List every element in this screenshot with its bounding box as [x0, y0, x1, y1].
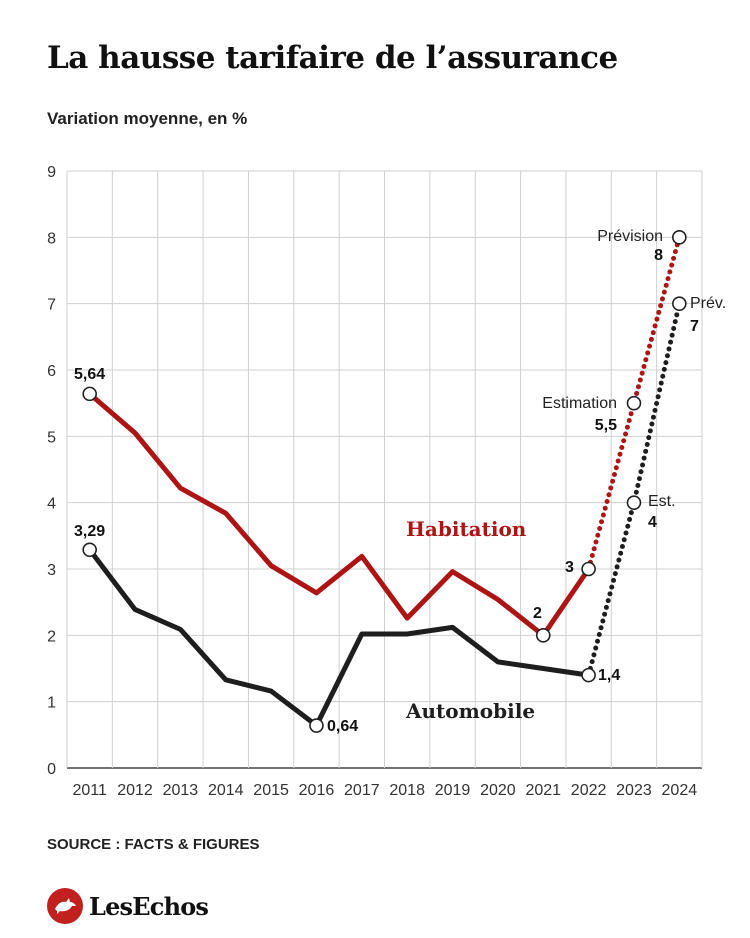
annotation-prevision: Prévision	[597, 228, 663, 245]
series-line-habitation	[87, 391, 592, 638]
annotation-automobile-2023: 4	[648, 514, 657, 531]
y-tick-label: 4	[47, 496, 56, 513]
annotation-prev: Prév.	[690, 295, 726, 312]
x-axis-tick-labels: 2011 2012 2013 2014 2015 2016 2017 2018 2019 2020…	[72, 782, 697, 799]
logo-text: LesEchos	[89, 891, 209, 921]
annotation-habitation-2024: 8	[654, 247, 663, 264]
annotation-habitation-2020: 2	[533, 605, 542, 622]
series-projection-habitation	[586, 234, 682, 572]
data-point-habitation-2023	[626, 395, 642, 411]
x-tick-label: 2012	[117, 782, 153, 799]
x-tick-label: 2016	[299, 782, 335, 799]
data-point-habitation-2011	[82, 386, 97, 402]
y-tick-label: 0	[47, 761, 56, 778]
annotation-est: Est.	[648, 493, 676, 510]
annotation-habitation-2023: 5,5	[595, 417, 617, 434]
data-point-automobile-2011	[82, 542, 97, 558]
y-tick-label: 6	[47, 363, 56, 380]
data-point-habitation-2024	[672, 230, 687, 245]
data-point-automobile-2022	[581, 667, 596, 683]
x-tick-label: 2015	[253, 782, 289, 799]
annotation-habitation-2022: 3	[565, 559, 574, 576]
source-note: SOURCE : FACTS & FIGURES	[47, 836, 260, 853]
x-tick-label: 2011	[72, 782, 107, 799]
annotation-automobile-2011: 3,29	[74, 523, 105, 540]
annotation-estimation: Estimation	[542, 395, 617, 412]
data-point-automobile-2016	[309, 718, 324, 733]
y-tick-label: 8	[47, 230, 56, 247]
y-tick-label: 5	[47, 429, 56, 446]
gridlines	[66, 170, 703, 769]
annotation-automobile-2022: 1,4	[598, 667, 620, 684]
x-tick-label: 2024	[662, 782, 698, 799]
y-tick-label: 1	[47, 695, 56, 712]
x-tick-label: 2020	[480, 782, 516, 799]
x-tick-label: 2019	[435, 782, 471, 799]
data-point-automobile-2023	[626, 495, 642, 510]
series-lines	[87, 234, 682, 729]
series-label-automobile: Automobile	[405, 699, 535, 723]
x-tick-label: 2021	[525, 782, 561, 799]
annotation-habitation-2011: 5,64	[74, 366, 105, 383]
x-tick-label: 2023	[616, 782, 652, 799]
series-label-habitation: Habitation	[406, 517, 527, 541]
x-tick-label: 2014	[208, 782, 244, 799]
x-tick-label: 2017	[344, 782, 380, 799]
series-line-automobile	[87, 547, 592, 729]
y-tick-label: 7	[47, 297, 56, 314]
rooster-icon	[47, 888, 83, 924]
x-tick-label: 2022	[571, 782, 607, 799]
data-point-automobile-2024	[672, 296, 687, 311]
x-tick-label: 2013	[163, 782, 199, 799]
data-point-habitation-2022	[581, 561, 596, 577]
x-tick-label: 2018	[389, 782, 425, 799]
chart-subtitle: Variation moyenne, en %	[47, 109, 248, 128]
les-echos-logo: LesEchos	[47, 888, 209, 924]
y-tick-label: 9	[47, 164, 56, 181]
y-axis-tick-labels: 0 1 2 3 4 5 6 7 8 9	[47, 164, 56, 778]
series-projection-automobile	[586, 301, 682, 678]
annotation-automobile-2024: 7	[690, 318, 699, 335]
y-tick-label: 2	[47, 628, 56, 645]
data-point-habitation-2021	[535, 628, 551, 643]
annotation-automobile-2016: 0,64	[327, 718, 358, 735]
y-tick-label: 3	[47, 562, 56, 579]
data-points	[82, 230, 687, 733]
chart-title: La hausse tarifaire de l’assurance	[47, 40, 618, 76]
